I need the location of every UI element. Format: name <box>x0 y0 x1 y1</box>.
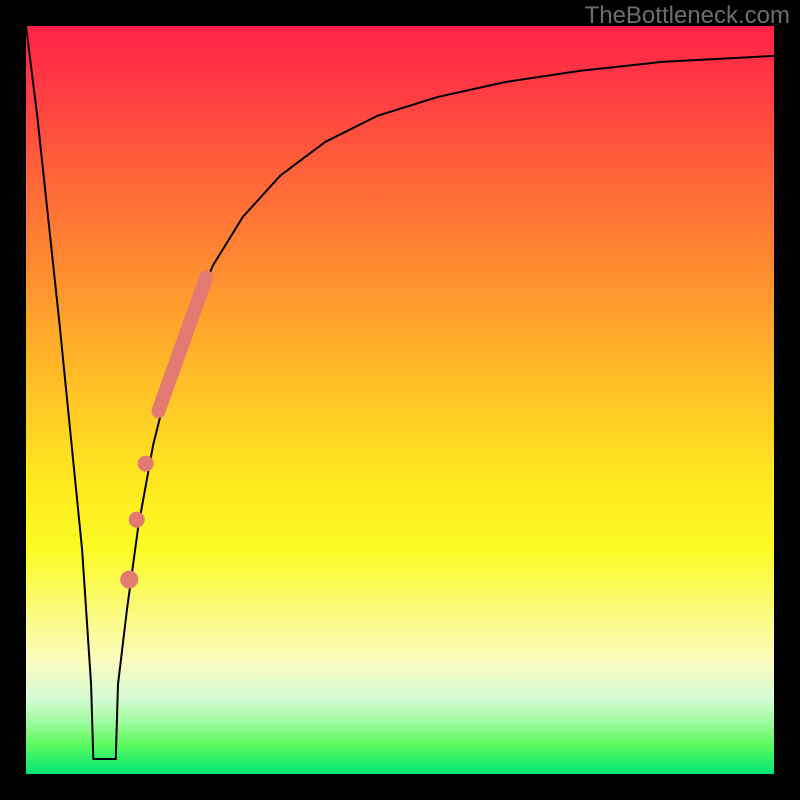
frame-border-right <box>774 0 800 800</box>
plot-area <box>26 26 774 774</box>
marker-dot-1 <box>138 456 154 472</box>
marker-band-segment <box>158 277 206 411</box>
frame-border-bottom <box>0 774 800 800</box>
bottleneck-curve <box>26 26 774 759</box>
chart-overlay-svg <box>26 26 774 774</box>
stage: TheBottleneck.com <box>0 0 800 800</box>
marker-dot-3 <box>120 571 138 589</box>
attribution-text: TheBottleneck.com <box>585 2 790 30</box>
frame-border-left <box>0 0 26 800</box>
marker-dot-2 <box>129 512 145 528</box>
ideal-read-bar <box>93 759 115 760</box>
